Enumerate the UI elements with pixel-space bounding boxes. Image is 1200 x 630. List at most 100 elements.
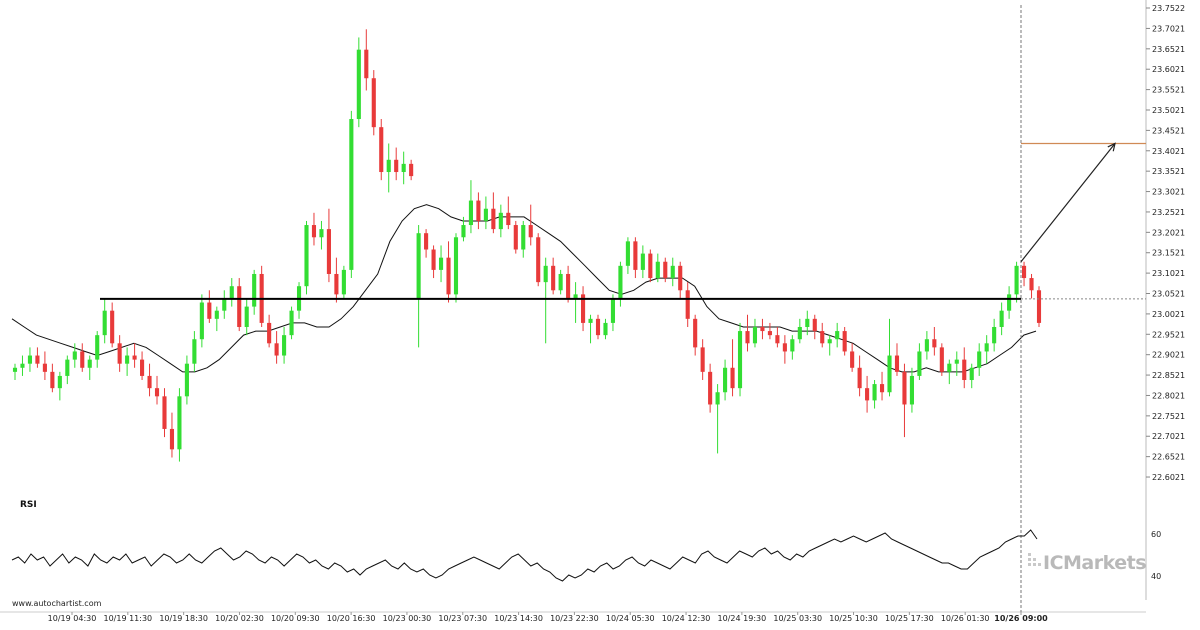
- candle-body: [543, 265, 548, 283]
- rsi-label: RSI: [20, 500, 37, 510]
- candle-body: [954, 359, 959, 364]
- candle-body: [969, 367, 974, 381]
- candle-body: [894, 355, 900, 372]
- price-tick-label: 23.4521: [1152, 126, 1185, 135]
- candle-body: [42, 363, 47, 372]
- candle-body: [438, 257, 444, 270]
- candle-body: [917, 351, 922, 376]
- time-tick-label: 10/25 10:30: [829, 614, 878, 623]
- time-tick-label: 10/26 01:30: [941, 614, 990, 623]
- candle-body: [491, 208, 496, 230]
- time-tick-label: 10/20 02:30: [215, 614, 264, 623]
- price-tick-label: 23.3521: [1152, 167, 1185, 176]
- candle-body: [154, 388, 160, 397]
- candle-body: [932, 339, 937, 348]
- candle-body: [334, 273, 339, 295]
- candle-body: [700, 347, 705, 372]
- candle-body: [835, 331, 840, 340]
- candles-layer: [12, 29, 1042, 462]
- current-time-label: 10/26 09:00: [994, 614, 1048, 623]
- time-tick-label: 10/19 18:30: [159, 614, 208, 623]
- candle-body: [476, 200, 481, 221]
- price-tick-label: 22.8521: [1152, 371, 1185, 380]
- candle-body: [416, 233, 421, 299]
- candle-body: [50, 371, 55, 389]
- candle-body: [95, 335, 100, 360]
- price-tick-label: 22.9521: [1152, 330, 1185, 339]
- time-tick-label: 10/19 11:30: [103, 614, 152, 623]
- candle-body: [581, 294, 586, 323]
- candle-body: [842, 331, 847, 352]
- candle-body: [244, 306, 249, 327]
- candle-body: [573, 294, 578, 299]
- candle-body: [737, 331, 743, 389]
- candle-body: [252, 273, 257, 307]
- candle-body: [192, 339, 197, 364]
- candle-body: [1014, 265, 1019, 295]
- candle-body: [162, 396, 167, 429]
- time-tick-label: 10/25 03:30: [773, 614, 822, 623]
- candle-body: [924, 339, 929, 352]
- candle-body: [379, 127, 384, 173]
- candle-body: [595, 318, 601, 336]
- candle-body: [977, 351, 982, 368]
- time-tick-label: 10/20 16:30: [327, 614, 376, 623]
- price-tick-label: 23.7522: [1152, 4, 1185, 13]
- candle-body: [169, 428, 175, 450]
- candle-body: [424, 233, 429, 250]
- candle-body: [319, 229, 324, 238]
- brand-logo-mark: [1028, 553, 1041, 566]
- candle-body: [655, 261, 660, 279]
- candle-body: [827, 339, 832, 344]
- candle-body: [1029, 278, 1034, 291]
- time-tick-label: 10/24 12:30: [662, 614, 711, 623]
- moving-average-line: [11, 204, 1037, 373]
- candle-body: [20, 363, 25, 368]
- candle-body: [775, 335, 780, 344]
- brand-logo-text: ICMarkets: [1043, 552, 1146, 574]
- price-tick-label: 23.5021: [1152, 106, 1185, 115]
- candle-body: [708, 371, 713, 405]
- candle-body: [610, 298, 616, 323]
- candle-body: [289, 310, 294, 336]
- candle-body: [468, 200, 473, 226]
- candle-body: [311, 225, 317, 238]
- candle-body: [110, 310, 115, 344]
- candle-body: [992, 326, 997, 344]
- candle-body: [865, 388, 870, 401]
- candle-body: [229, 286, 234, 299]
- candle-body: [805, 318, 810, 327]
- candle-body: [693, 318, 698, 348]
- rsi-line: [11, 529, 1038, 582]
- candle-body: [12, 367, 18, 372]
- prediction-arrow-head: [1107, 142, 1116, 152]
- candle-body: [625, 241, 630, 266]
- rsi-tick-40: 40: [1151, 572, 1161, 581]
- candle-body: [715, 392, 720, 405]
- candle-body: [947, 363, 952, 372]
- candle-body: [551, 265, 556, 291]
- time-tick-label: 10/23 22:30: [550, 614, 599, 623]
- candle-body: [984, 343, 989, 352]
- candle-body: [678, 265, 683, 291]
- brand-logo: ICMarkets: [1028, 552, 1147, 574]
- candle-body: [364, 49, 369, 79]
- time-tick-label: 10/19 04:30: [48, 614, 97, 623]
- price-tick-label: 23.2021: [1152, 228, 1185, 237]
- candle-body: [857, 367, 862, 389]
- candle-body: [812, 318, 817, 332]
- price-tick-label: 23.1521: [1152, 249, 1185, 258]
- candle-body: [184, 363, 189, 397]
- candle-body: [745, 331, 750, 344]
- candle-body: [222, 298, 227, 311]
- candle-body: [513, 225, 518, 250]
- candle-body: [797, 326, 802, 340]
- moving-average-layer: [11, 204, 1037, 373]
- candle-body: [999, 310, 1004, 327]
- time-tick-label: 10/25 17:30: [885, 614, 934, 623]
- candle-body: [685, 290, 690, 319]
- price-tick-label: 22.6021: [1152, 473, 1185, 482]
- price-tick-label: 23.6021: [1152, 65, 1185, 74]
- price-tick-label: 23.4021: [1152, 147, 1185, 156]
